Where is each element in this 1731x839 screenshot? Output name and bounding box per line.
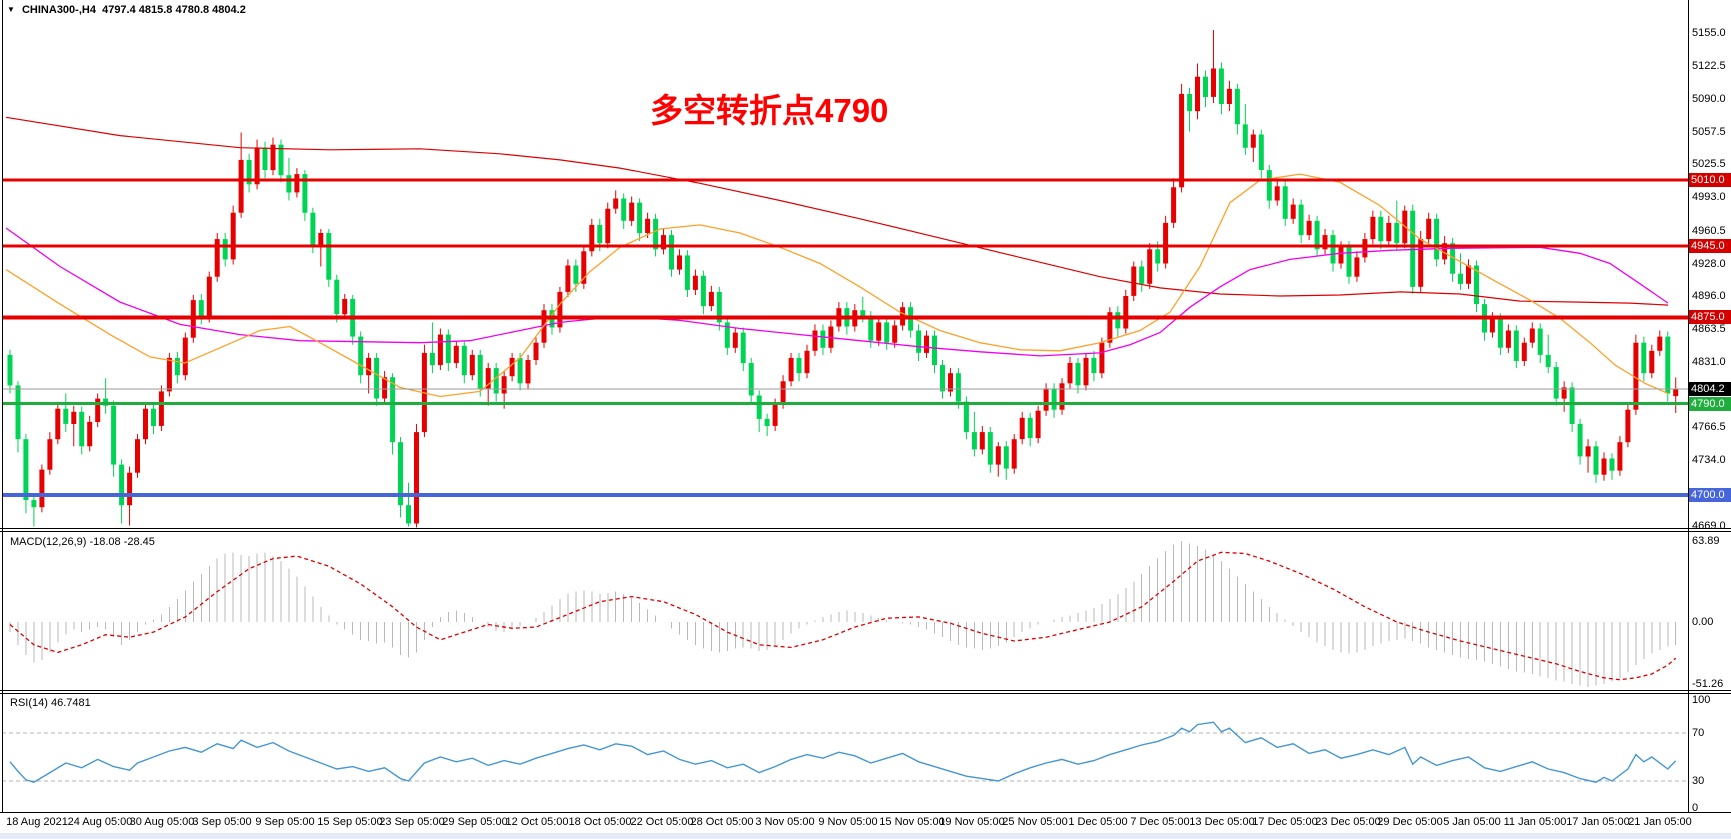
rsi-axis-label: 100 <box>1692 694 1711 706</box>
price-axis-label: 4669.0 <box>1692 520 1726 532</box>
price-axis-label: 5155.0 <box>1692 27 1726 39</box>
ohlc-values: 4797.4 4815.8 4780.8 4804.2 <box>102 4 246 16</box>
macd-axis-label: 63.89 <box>1692 535 1720 547</box>
ma-mid-magenta <box>5 227 1669 357</box>
annotation-text: 多空转折点4790 <box>650 92 889 129</box>
rsi-level-lines <box>2 732 1688 782</box>
date-axis-label: 5 Jan 05:00 <box>1443 816 1501 828</box>
price-axis-label: 4928.0 <box>1692 258 1726 270</box>
panel-separator <box>0 812 1731 813</box>
date-axis-label: 13 Dec 05:00 <box>1189 816 1255 828</box>
price-axis-label: 4734.0 <box>1692 454 1726 466</box>
macd-signal-line <box>9 551 1677 681</box>
rsi-axis-label: 0 <box>1692 802 1699 814</box>
macd-axis-label: 0.00 <box>1692 616 1714 628</box>
date-axis-label: 7 Dec 05:00 <box>1130 816 1190 828</box>
price-level-badge: 4790.0 <box>1689 397 1731 411</box>
rsi-axis-label: 70 <box>1692 727 1705 739</box>
price-axis-label: 5057.5 <box>1692 126 1726 138</box>
price-axis-label: 4960.5 <box>1692 225 1726 237</box>
date-axis-label: 11 Jan 05:00 <box>1503 816 1567 828</box>
price-axis-label: 5025.5 <box>1692 158 1726 170</box>
bottom-strip <box>0 833 1731 839</box>
price-level-badge: 4875.0 <box>1689 310 1731 324</box>
price-axis-label: 5090.0 <box>1692 93 1726 105</box>
rsi-line <box>9 721 1677 783</box>
price-axis-label: 5122.5 <box>1692 60 1726 72</box>
price-level-badge: 5010.0 <box>1689 173 1731 187</box>
date-axis-label: 19 Nov 05:00 <box>939 816 1005 828</box>
date-axis-label: 23 Dec 05:00 <box>1315 816 1381 828</box>
date-axis-label: 9 Nov 05:00 <box>818 816 878 828</box>
horizontal-level-lines[interactable] <box>2 178 1688 497</box>
date-axis-label: 3 Sep 05:00 <box>192 816 252 828</box>
price-level-badge: 4945.0 <box>1689 239 1731 253</box>
date-axis-label: 17 Jan 05:00 <box>1566 816 1630 828</box>
price-axis-label: 4896.0 <box>1692 290 1726 302</box>
date-axis-label: 18 Aug 2021 <box>6 816 68 828</box>
macd-axis-label: -51.26 <box>1692 678 1724 690</box>
price-axis-border <box>1688 0 1689 813</box>
macd-indicator-label: MACD(12,26,9) -18.08 -28.45 <box>10 536 155 548</box>
date-axis-label: 15 Sep 05:00 <box>317 816 383 828</box>
rsi-axis-label: 30 <box>1692 775 1705 787</box>
price-axis-label: 4831.0 <box>1692 356 1726 368</box>
panel-separator <box>0 531 1731 532</box>
symbol-timeframe: CHINA300-,H4 <box>21 4 96 16</box>
date-axis-label: 1 Dec 05:00 <box>1068 816 1128 828</box>
ma-fast-orange <box>5 173 1669 398</box>
price-axis-label: 4863.5 <box>1692 323 1726 335</box>
symbol-dropdown-icon[interactable]: ▼ <box>7 5 15 14</box>
panel-separator <box>0 693 1731 694</box>
panel-separator <box>0 528 1731 529</box>
date-axis-label: 15 Nov 05:00 <box>879 816 945 828</box>
date-axis-label: 12 Oct 05:00 <box>505 816 569 828</box>
date-axis-label: 23 Sep 05:00 <box>379 816 445 828</box>
ma-slow-red <box>5 116 1669 306</box>
price-axis-label: 4766.5 <box>1692 421 1726 433</box>
chart-left-border <box>2 0 3 813</box>
chart-title: ▼ CHINA300-,H4 4797.4 4815.8 4780.8 4804… <box>7 4 246 16</box>
date-axis-label: 21 Jan 05:00 <box>1628 816 1692 828</box>
price-axis-label: 4993.0 <box>1692 191 1726 203</box>
date-axis-label: 9 Sep 05:00 <box>255 816 315 828</box>
date-axis-label: 18 Oct 05:00 <box>568 816 632 828</box>
price-level-badge: 4700.0 <box>1689 488 1731 502</box>
date-axis-label: 3 Nov 05:00 <box>755 816 815 828</box>
date-axis-label: 29 Sep 05:00 <box>442 816 508 828</box>
date-axis-label: 22 Oct 05:00 <box>630 816 694 828</box>
macd-histogram <box>9 541 1677 687</box>
date-axis-label: 30 Aug 05:00 <box>129 816 195 828</box>
panel-separator <box>0 690 1731 691</box>
date-axis-label: 17 Dec 05:00 <box>1252 816 1318 828</box>
price-level-badge: 4804.2 <box>1689 382 1731 396</box>
date-axis-label: 25 Nov 05:00 <box>1002 816 1068 828</box>
date-axis-label: 28 Oct 05:00 <box>690 816 754 828</box>
rsi-indicator-label: RSI(14) 46.7481 <box>10 697 91 709</box>
date-axis-label: 29 Dec 05:00 <box>1377 816 1443 828</box>
date-axis-label: 24 Aug 05:00 <box>67 816 133 828</box>
